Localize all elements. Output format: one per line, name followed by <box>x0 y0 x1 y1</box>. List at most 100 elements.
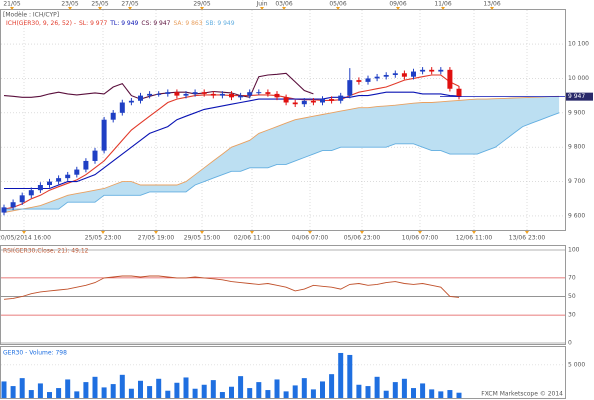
volume-bar <box>110 384 116 398</box>
y-tick-label: 9 700 <box>568 178 585 185</box>
candle-body <box>447 69 453 89</box>
candle-body <box>83 160 89 170</box>
candle-body <box>374 76 380 79</box>
candle-body <box>265 92 271 94</box>
rsi-tick-label: 0 <box>568 340 572 347</box>
candle-body <box>392 73 398 75</box>
candle-body <box>101 119 107 151</box>
date-marker <box>22 231 26 234</box>
y-tick-label: 9 600 <box>568 212 585 219</box>
volume-bar <box>247 388 253 398</box>
candle-body <box>383 74 389 77</box>
indicator-line <box>4 91 460 190</box>
last-price-tag <box>566 92 593 101</box>
volume-panel <box>0 346 566 399</box>
y-tick-label: 9 900 <box>568 109 585 116</box>
volume-bar <box>265 390 271 398</box>
x-tick-label: 20/05/2014 16:00 <box>0 235 51 242</box>
date-marker <box>200 231 204 234</box>
top-date-label: 05/06 <box>329 1 346 8</box>
volume-bar <box>256 382 262 398</box>
date-marker <box>101 231 105 234</box>
candle-body <box>356 80 362 82</box>
volume-bar <box>301 378 307 398</box>
candle-body <box>10 202 16 208</box>
candle-body <box>456 88 462 97</box>
volume-bar <box>28 390 34 398</box>
candle-body <box>420 69 426 72</box>
y-tick-label: 10 000 <box>568 75 589 82</box>
ichimoku-cloud <box>4 96 560 213</box>
top-date-label: 23/05 <box>61 1 78 8</box>
candle-body <box>256 92 262 94</box>
top-date-label: 27/05 <box>121 1 138 8</box>
candle-body <box>201 92 207 94</box>
indicator-line <box>4 112 560 210</box>
rsi-title: RSI(GER30,Close, 21): 49,12 <box>3 248 89 255</box>
date-marker <box>260 7 264 10</box>
top-date-label: 21/05 <box>3 1 20 8</box>
x-tick-label: 27/05 19:00 <box>138 235 175 242</box>
candle-body <box>110 112 116 120</box>
candle-body <box>320 99 325 103</box>
candle-body <box>119 102 125 113</box>
candle-body <box>274 93 280 98</box>
legend-entry: SB: 9 949 <box>206 20 235 27</box>
top-date-label: 25/05 <box>91 1 108 8</box>
legend: ICH(GER30, 9, 26, 52) - SL: 9 977 TL: 9 94… <box>6 20 235 27</box>
volume-bar <box>447 390 453 398</box>
volume-bar <box>101 387 107 398</box>
top-date-label: 03/06 <box>275 1 292 8</box>
candle-body <box>247 92 253 96</box>
volume-bar <box>438 391 444 398</box>
candle-body <box>174 92 180 96</box>
candle-body <box>1 207 7 213</box>
volume-bar <box>138 380 143 398</box>
candle-body <box>238 95 244 98</box>
volume-bar <box>47 392 52 398</box>
legend-entry: SA: 9 863 <box>174 20 203 27</box>
candle-body <box>28 190 34 196</box>
rsi-panel <box>0 245 566 345</box>
candle-body <box>74 169 80 175</box>
volume-bar <box>338 352 344 398</box>
volume-bar <box>383 390 389 398</box>
candle-body <box>310 100 316 103</box>
volume-bar <box>310 389 316 398</box>
volume-bar <box>329 374 335 398</box>
top-date-label: Juin <box>255 1 267 8</box>
candle-body <box>210 93 216 96</box>
top-date-label: 29/05 <box>193 1 210 8</box>
volume-bar <box>10 386 16 398</box>
date-marker <box>360 231 364 234</box>
candle-body <box>165 92 171 94</box>
date-marker <box>441 7 445 10</box>
date-marker <box>200 7 204 10</box>
volume-bar <box>128 388 134 398</box>
legend-entry: CS: 9 947 <box>141 20 170 27</box>
volume-bar <box>274 379 280 398</box>
volume-bar <box>347 354 353 398</box>
volume-bar <box>229 386 234 398</box>
volume-bar <box>401 378 407 398</box>
volume-bar <box>420 383 426 398</box>
volume-bar <box>183 377 189 398</box>
volume-bar <box>283 391 289 398</box>
volume-bar <box>429 389 435 398</box>
volume-bar <box>174 382 180 398</box>
rsi-tick-label: 100 <box>568 247 580 254</box>
rsi-tick-label: 70 <box>568 274 576 281</box>
candle-body <box>292 102 298 105</box>
candle-body <box>347 80 353 96</box>
volume-bar <box>238 376 244 398</box>
candle-body <box>429 69 435 72</box>
volume-bar <box>19 378 25 398</box>
date-marker <box>68 7 72 10</box>
volume-bar <box>219 392 225 398</box>
date-marker <box>10 7 14 10</box>
date-marker <box>98 7 102 10</box>
candle-body <box>56 178 62 182</box>
candle-body <box>401 73 407 77</box>
rsi-line <box>3 275 460 300</box>
